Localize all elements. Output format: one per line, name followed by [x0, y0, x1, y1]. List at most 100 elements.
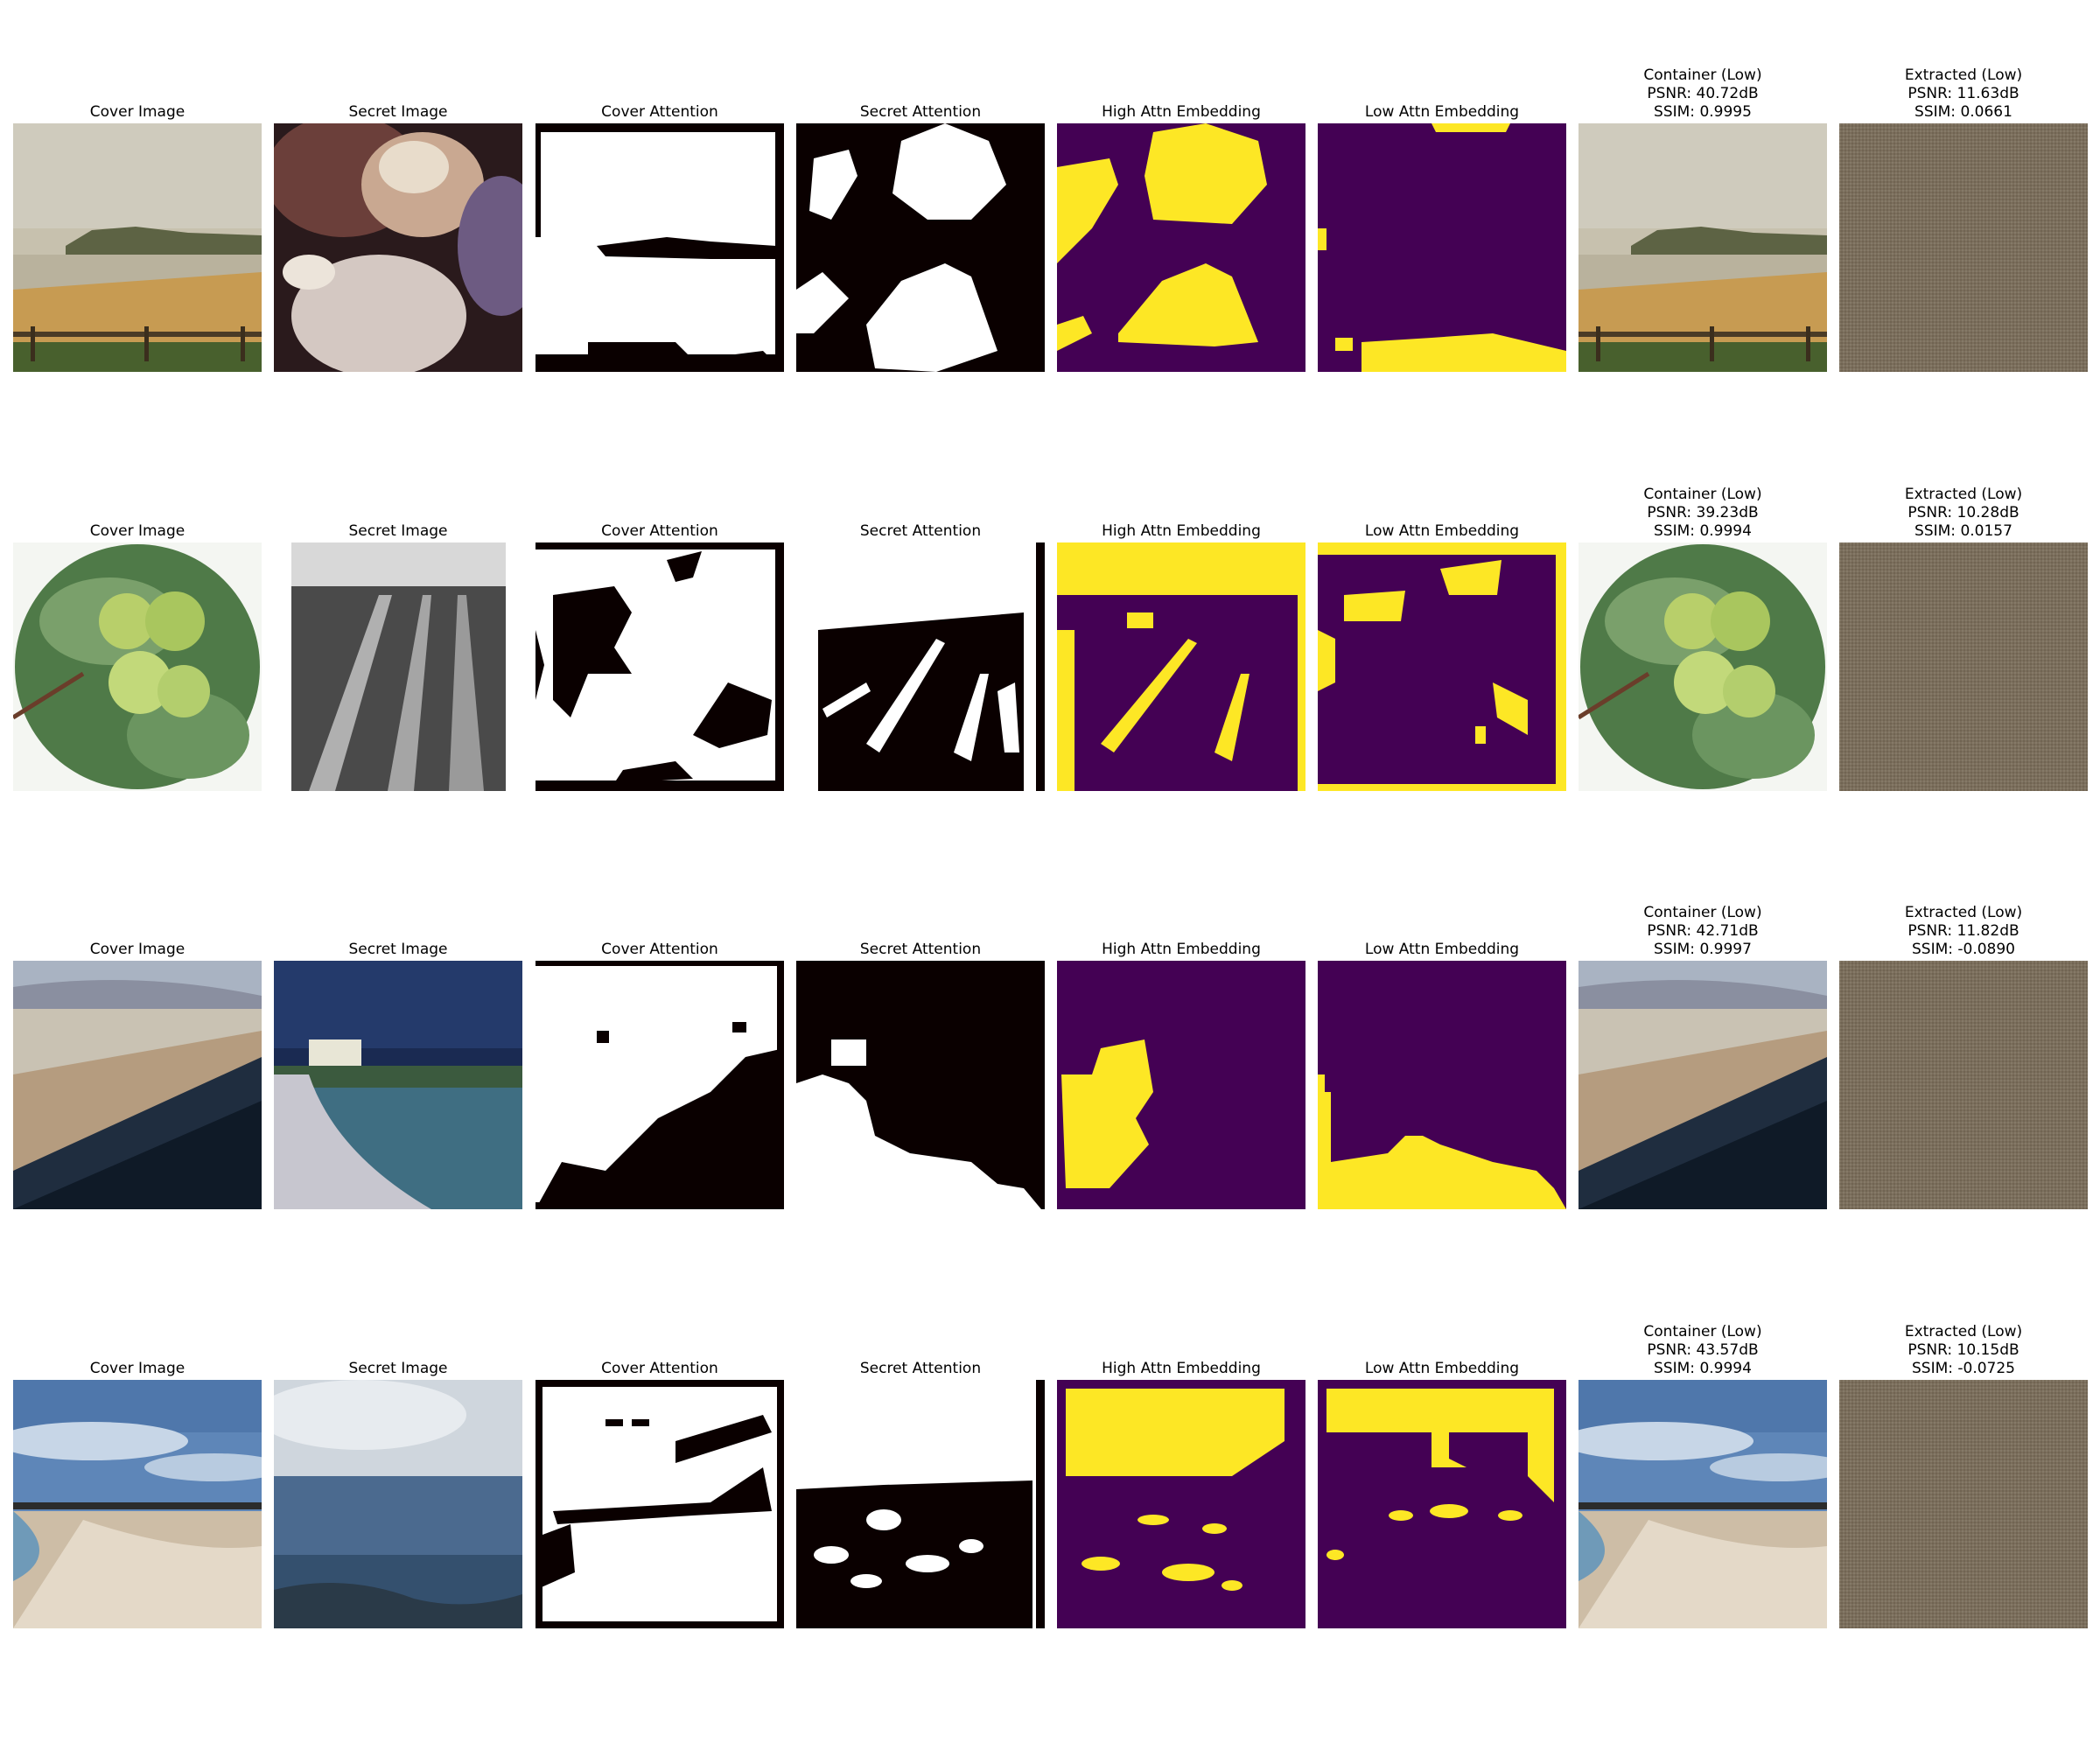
secret-attention-map [796, 542, 1045, 791]
panel-title-secret-image: Secret Image [267, 1360, 529, 1378]
panel-title-cover-image-line: Cover Image [89, 941, 186, 958]
secret-image-graphic [274, 1380, 522, 1628]
panel-title-low-attn-embedding-map: Low Attn Embedding [1311, 1360, 1573, 1378]
panel-title-secret-image-line: Secret Image [348, 522, 448, 540]
panel-title-extracted-image: Extracted (Low) PSNR: 10.28dB SSIM: 0.0157 [1832, 486, 2095, 541]
panel-title-secret-attention-map: Secret Attention [789, 522, 1052, 541]
panel-title-extracted-image-line: Extracted (Low) [1904, 1323, 2023, 1340]
panel-title-cover-image: Cover Image [6, 1360, 269, 1378]
low-attn-embedding-map-graphic [1318, 542, 1566, 791]
extracted-image-graphic [1839, 1380, 2088, 1628]
cover-attention-map [536, 1380, 784, 1628]
panel-title-extracted-image-line: Extracted (Low) [1904, 66, 2023, 84]
panel-title-extracted-image-line: Extracted (Low) [1904, 904, 2023, 921]
low-attn-embedding-map [1318, 123, 1566, 372]
panel-title-extracted-image-line: PSNR: 11.63dB [1908, 85, 2020, 102]
extracted-image-graphic [1839, 123, 2088, 372]
high-attn-embedding-map-graphic [1057, 123, 1306, 372]
panel-title-secret-image: Secret Image [267, 522, 529, 541]
secret-attention-map-graphic [796, 123, 1045, 372]
panel-title-extracted-image-line: SSIM: -0.0725 [1911, 1360, 2015, 1377]
panel-title-container-image-line: Container (Low) [1643, 904, 1762, 921]
panel-title-high-attn-embedding-map-line: High Attn Embedding [1102, 1360, 1261, 1377]
extracted-image-graphic [1839, 542, 2088, 791]
panel-title-container-image-line: SSIM: 0.9997 [1654, 941, 1752, 958]
panel-title-extracted-image: Extracted (Low) PSNR: 11.82dB SSIM: -0.089… [1832, 904, 2095, 959]
panel-title-cover-image: Cover Image [6, 522, 269, 541]
cover-attention-map [536, 123, 784, 372]
panel-title-secret-image-line: Secret Image [348, 1360, 448, 1377]
panel-title-low-attn-embedding-map: Low Attn Embedding [1311, 103, 1573, 122]
panel-title-extracted-image-line: PSNR: 11.82dB [1908, 922, 2020, 940]
secret-attention-map [796, 1380, 1045, 1628]
panel-title-container-image: Container (Low) PSNR: 43.57dB SSIM: 0.9994 [1572, 1323, 1834, 1378]
container-image-graphic [1578, 542, 1827, 791]
panel-title-cover-image-line: Cover Image [89, 1360, 186, 1377]
secret-attention-map-graphic [796, 1380, 1045, 1628]
panel-title-container-image-line: Container (Low) [1643, 486, 1762, 503]
panel-title-container-image-line: PSNR: 43.57dB [1647, 1341, 1759, 1359]
panel-title-container-image-line: SSIM: 0.9994 [1654, 1360, 1752, 1377]
panel-title-extracted-image-line: Extracted (Low) [1904, 486, 2023, 503]
panel-title-secret-image: Secret Image [267, 941, 529, 959]
container-image-graphic [1578, 961, 1827, 1209]
low-attn-embedding-map [1318, 1380, 1566, 1628]
container-image-graphic [1578, 123, 1827, 372]
high-attn-embedding-map [1057, 542, 1306, 791]
panel-title-cover-attention-map-line: Cover Attention [601, 941, 718, 958]
panel-title-container-image-line: Container (Low) [1643, 66, 1762, 84]
cover-image-graphic [13, 1380, 262, 1628]
cover-attention-map [536, 542, 784, 791]
container-image [1578, 542, 1827, 791]
container-image [1578, 1380, 1827, 1628]
panel-title-container-image-line: SSIM: 0.9995 [1654, 103, 1752, 121]
panel-title-cover-attention-map-line: Cover Attention [601, 103, 718, 121]
panel-title-secret-attention-map-line: Secret Attention [859, 103, 982, 121]
panel-title-extracted-image-line: SSIM: 0.0661 [1914, 103, 2012, 121]
cover-attention-map-graphic [536, 1380, 784, 1628]
panel-title-secret-image: Secret Image [267, 103, 529, 122]
panel-title-secret-attention-map: Secret Attention [789, 1360, 1052, 1378]
panel-title-cover-attention-map-line: Cover Attention [601, 522, 718, 540]
cover-attention-map-graphic [536, 961, 784, 1209]
secret-attention-map [796, 961, 1045, 1209]
high-attn-embedding-map-graphic [1057, 1380, 1306, 1628]
high-attn-embedding-map [1057, 1380, 1306, 1628]
low-attn-embedding-map-graphic [1318, 961, 1566, 1209]
high-attn-embedding-map-graphic [1057, 961, 1306, 1209]
panel-title-high-attn-embedding-map-line: High Attn Embedding [1102, 522, 1261, 540]
panel-title-extracted-image-line: PSNR: 10.28dB [1908, 504, 2020, 522]
container-image-graphic [1578, 1380, 1827, 1628]
secret-attention-map [796, 123, 1045, 372]
panel-title-low-attn-embedding-map-line: Low Attn Embedding [1364, 103, 1520, 121]
panel-title-cover-image: Cover Image [6, 103, 269, 122]
panel-title-extracted-image: Extracted (Low) PSNR: 10.15dB SSIM: -0.072… [1832, 1323, 2095, 1378]
panel-title-secret-image-line: Secret Image [348, 941, 448, 958]
panel-title-cover-attention-map: Cover Attention [528, 522, 791, 541]
secret-image [274, 123, 522, 372]
panel-title-low-attn-embedding-map: Low Attn Embedding [1311, 522, 1573, 541]
panel-title-extracted-image-line: SSIM: -0.0890 [1911, 941, 2015, 958]
panel-title-container-image: Container (Low) PSNR: 42.71dB SSIM: 0.9997 [1572, 904, 1834, 959]
panel-title-secret-attention-map: Secret Attention [789, 103, 1052, 122]
panel-title-cover-attention-map-line: Cover Attention [601, 1360, 718, 1377]
cover-attention-map-graphic [536, 542, 784, 791]
panel-title-high-attn-embedding-map: High Attn Embedding [1050, 1360, 1312, 1378]
low-attn-embedding-map [1318, 542, 1566, 791]
cover-image [13, 961, 262, 1209]
panel-title-low-attn-embedding-map-line: Low Attn Embedding [1364, 522, 1520, 540]
cover-image [13, 542, 262, 791]
low-attn-embedding-map [1318, 961, 1566, 1209]
low-attn-embedding-map-graphic [1318, 1380, 1566, 1628]
panel-title-low-attn-embedding-map-line: Low Attn Embedding [1364, 1360, 1520, 1377]
panel-title-container-image: Container (Low) PSNR: 39.23dB SSIM: 0.9994 [1572, 486, 1834, 541]
secret-image [274, 542, 522, 791]
panel-title-cover-image: Cover Image [6, 941, 269, 959]
secret-attention-map-graphic [796, 961, 1045, 1209]
cover-attention-map-graphic [536, 123, 784, 372]
panel-title-secret-image-line: Secret Image [348, 103, 448, 121]
panel-title-secret-attention-map-line: Secret Attention [859, 522, 982, 540]
low-attn-embedding-map-graphic [1318, 123, 1566, 372]
panel-title-container-image-line: PSNR: 42.71dB [1647, 922, 1759, 940]
